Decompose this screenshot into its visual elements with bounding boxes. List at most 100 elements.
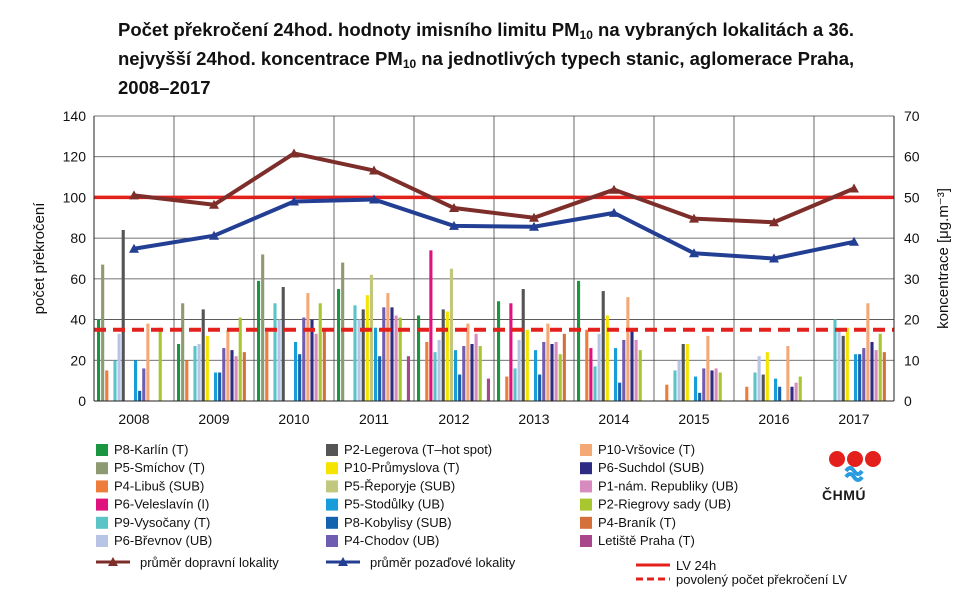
bar (273, 303, 277, 401)
line-marker (129, 243, 139, 253)
legend-swatch (96, 480, 108, 493)
bar (353, 305, 357, 401)
bar (294, 341, 298, 401)
bar (786, 346, 790, 401)
bar (798, 376, 802, 401)
x-tick-label: 2009 (198, 411, 229, 427)
bar (837, 329, 841, 401)
bar (622, 339, 626, 401)
legend-swatch (96, 462, 108, 475)
x-tick-label: 2016 (758, 411, 789, 427)
line-marker (769, 217, 779, 227)
bar (554, 341, 558, 401)
legend-label: P1-nám. Republiky (UB) (598, 478, 738, 493)
bar (454, 350, 458, 401)
bar (878, 333, 882, 401)
bar (614, 348, 618, 401)
bar (673, 370, 677, 401)
bar (562, 333, 566, 401)
bar (398, 317, 402, 401)
y2-tick-label: 50 (904, 189, 920, 205)
legend-label: P6-Veleslavín (I) (114, 497, 209, 512)
bar (517, 339, 521, 401)
bar (589, 348, 593, 401)
line-marker (289, 196, 299, 206)
bar (757, 356, 761, 401)
x-tick-label: 2008 (118, 411, 149, 427)
bar (462, 346, 466, 401)
legend-label: P5-Smíchov (T) (114, 460, 205, 475)
bar (386, 293, 390, 401)
bar (546, 323, 550, 401)
chmu-logo-text: ČHMÚ (822, 487, 866, 503)
legend-swatch (580, 480, 592, 493)
bar (222, 348, 226, 401)
bar (437, 339, 441, 401)
bar (382, 307, 386, 401)
y-tick-label: 100 (63, 189, 87, 205)
x-tick-label: 2015 (678, 411, 709, 427)
bar (538, 374, 542, 401)
bar (685, 344, 689, 401)
bar (234, 356, 238, 401)
bar (158, 327, 162, 401)
y-axis-label: počet překročení (31, 202, 48, 315)
bar (509, 303, 513, 401)
bar (146, 323, 150, 401)
bar (466, 323, 470, 401)
bar (486, 378, 490, 401)
bar (761, 374, 765, 401)
bar (833, 319, 837, 401)
bar (197, 344, 201, 401)
bar (261, 254, 265, 401)
bar (394, 315, 398, 401)
bar (230, 350, 234, 401)
bar (417, 315, 421, 401)
bar (337, 289, 341, 401)
bar (310, 319, 314, 401)
bar (585, 329, 589, 401)
legend-swatch (326, 462, 338, 475)
bar (745, 386, 749, 401)
bar (357, 319, 361, 401)
bar (677, 360, 681, 401)
bar (441, 309, 445, 401)
y2-tick-label: 10 (904, 352, 920, 368)
legend-label: P2-Riegrovy sady (UB) (598, 497, 731, 512)
bar (134, 360, 138, 401)
bar (790, 386, 794, 401)
legend-label: P6-Suchdol (SUB) (598, 460, 704, 475)
y-tick-label: 140 (63, 108, 87, 124)
bar (698, 392, 702, 401)
legend-label: P4-Chodov (UB) (344, 533, 439, 548)
bar (854, 354, 858, 401)
series-line (133, 151, 855, 225)
bar (445, 311, 449, 401)
bar (117, 333, 121, 401)
bar (314, 333, 318, 401)
bar (265, 331, 269, 401)
legend-label: průměr pozaďové lokality (370, 555, 516, 570)
bar (433, 352, 437, 401)
legend-label: P8-Karlín (T) (114, 442, 188, 457)
bar (101, 264, 105, 401)
bar (753, 372, 757, 401)
legend-label: P8-Kobylisy (SUB) (344, 515, 452, 530)
bar (474, 333, 478, 401)
bar (113, 360, 117, 401)
bar (513, 368, 517, 401)
legend-label: P4-Braník (T) (598, 515, 676, 530)
bar (794, 382, 798, 401)
legend-marker (108, 557, 118, 566)
legend-label: P6-Břevnov (UB) (114, 533, 212, 548)
line-marker (289, 148, 299, 158)
bar (550, 344, 554, 401)
bar (882, 352, 886, 401)
y-tick-label: 40 (70, 312, 86, 328)
line-marker (849, 236, 859, 246)
bar (238, 317, 242, 401)
x-tick-label: 2014 (598, 411, 629, 427)
line-marker (209, 230, 219, 240)
legend-swatch (96, 516, 108, 529)
legend-swatch (326, 516, 338, 529)
